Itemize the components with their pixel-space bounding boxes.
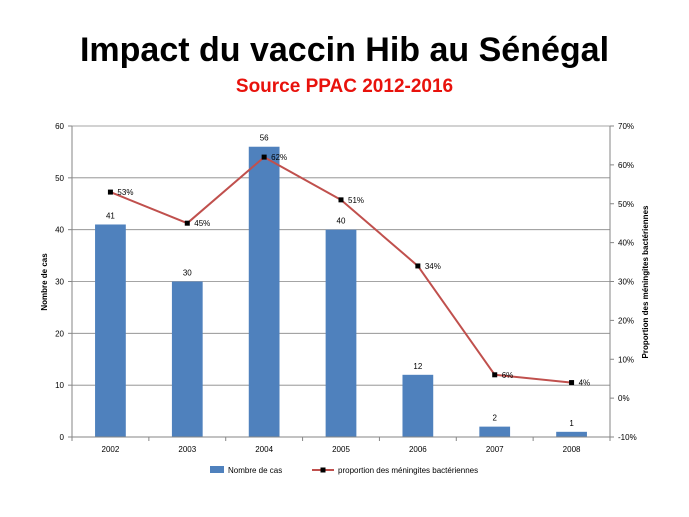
x-tick-label: 2004 — [255, 445, 273, 454]
x-tick-label: 2008 — [563, 445, 581, 454]
legend-label-bar: Nombre de cas — [228, 466, 282, 475]
y2-tick-label: 40% — [618, 239, 634, 248]
y-tick-label: 40 — [55, 226, 64, 235]
line-point-2006 — [415, 263, 421, 269]
bar-series — [95, 146, 587, 437]
y-tick-label: 0 — [60, 433, 65, 442]
y-tick-label: 60 — [55, 122, 64, 131]
line-series — [107, 154, 575, 386]
line-point-2004 — [261, 154, 267, 160]
y2-tick-label: 50% — [618, 200, 634, 209]
y-tick-label: 20 — [55, 329, 64, 338]
bar-value-label: 56 — [260, 134, 269, 143]
tick-labels: 2002 2003 2004 2005 2006 2007 2008 0 10 20 30 40 50 6… — [55, 122, 637, 454]
bar-value-label: 41 — [106, 211, 115, 220]
slide-title: Impact du vaccin Hib au Sénégal — [79, 31, 610, 69]
x-tick-label: 2003 — [178, 445, 196, 454]
bar-value-label: 1 — [569, 419, 574, 428]
data-labels: 41 30 56 40 12 2 1 53% 45% 62% 51% 34% 6% 4% — [106, 134, 590, 428]
bar-2003 — [171, 281, 203, 437]
y2-tick-label: 70% — [618, 122, 634, 131]
bar-2004 — [248, 146, 280, 437]
x-tick-label: 2002 — [102, 445, 120, 454]
x-tick-label: 2005 — [332, 445, 350, 454]
bar-2008 — [556, 431, 587, 437]
line-value-label: 51% — [348, 196, 364, 205]
line-point-2008 — [569, 380, 575, 386]
line-value-label: 45% — [194, 219, 210, 228]
line-value-label: 4% — [579, 379, 591, 388]
y-tick-label: 10 — [55, 381, 64, 390]
bar-2002 — [95, 224, 126, 437]
x-tick-label: 2007 — [486, 445, 504, 454]
legend-swatch-marker — [320, 467, 326, 473]
y2-tick-label: 0% — [618, 394, 630, 403]
y2-tick-label: 20% — [618, 316, 634, 325]
y-axis-title: Nombre de cas — [40, 253, 49, 311]
line-value-label: 53% — [117, 188, 133, 197]
y2-axis-title: Proportion des méningites bactériennes — [641, 205, 650, 358]
line-value-label: 34% — [425, 262, 441, 271]
line-point-2002 — [107, 189, 113, 195]
bar-2005 — [325, 229, 357, 437]
y2-tick-label: 10% — [618, 355, 634, 364]
y2-tick-label: -10% — [618, 433, 637, 442]
y2-tick-label: 60% — [618, 161, 634, 170]
y2-tick-label: 30% — [618, 278, 634, 287]
line-point-2007 — [492, 372, 498, 378]
bar-2006 — [402, 374, 434, 437]
line-point-2003 — [184, 220, 190, 226]
line-value-label: 6% — [502, 371, 514, 380]
line-point-2005 — [338, 197, 344, 203]
legend-label-line: proportion des méningites bactériennes — [338, 466, 478, 475]
axes — [68, 125, 614, 441]
y-tick-label: 50 — [55, 174, 64, 183]
line-value-label: 62% — [271, 153, 287, 162]
y-tick-label: 30 — [55, 278, 64, 287]
legend-swatch-bar — [210, 466, 224, 473]
bar-value-label: 30 — [183, 269, 192, 278]
x-tick-label: 2006 — [409, 445, 427, 454]
bar-value-label: 40 — [337, 217, 346, 226]
slide-subtitle: Source PPAC 2012-2016 — [235, 76, 454, 97]
bar-2007 — [479, 426, 511, 437]
legend: Nombre de cas proportion des méningites b… — [210, 466, 478, 475]
bar-value-label: 2 — [492, 414, 497, 423]
bar-value-label: 12 — [413, 362, 422, 371]
